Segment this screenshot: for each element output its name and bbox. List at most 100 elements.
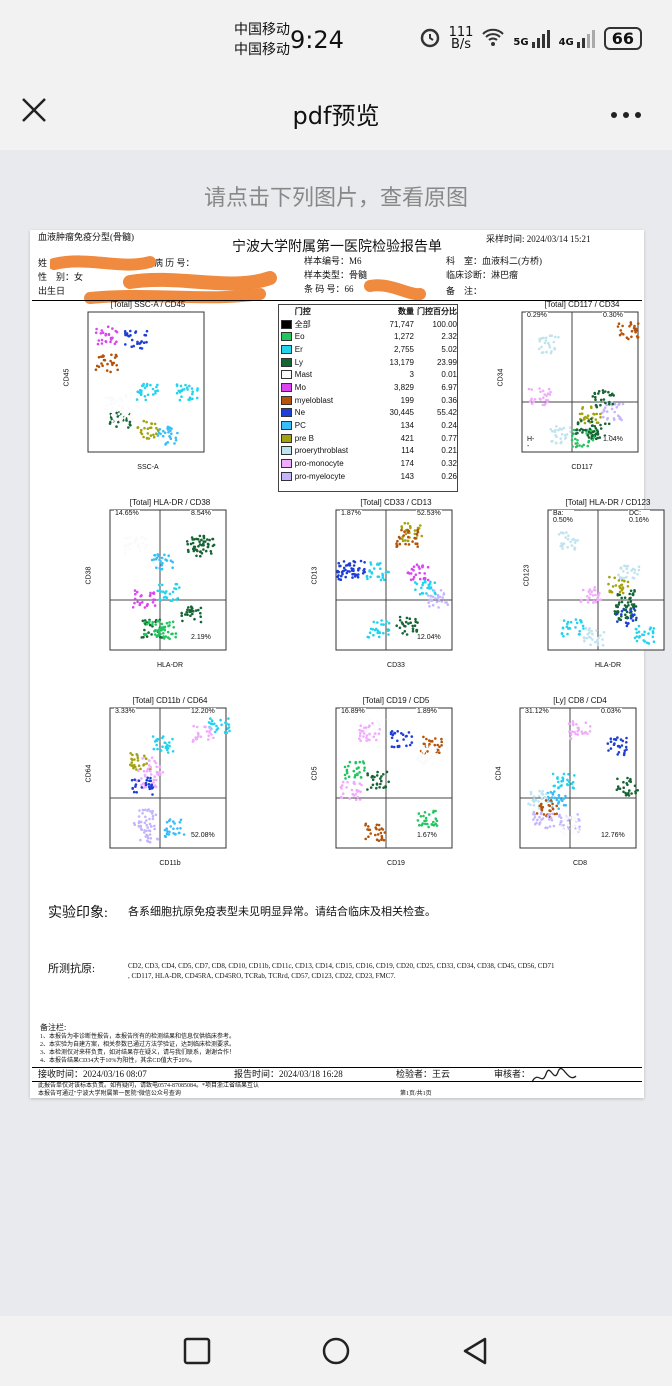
- event-dot: [128, 423, 132, 426]
- event-dot: [620, 609, 624, 613]
- event-dot: [537, 795, 541, 798]
- event-dot: [132, 420, 135, 423]
- alarm-icon: [419, 26, 441, 51]
- event-dot: [186, 613, 189, 616]
- back-button[interactable]: [460, 1336, 490, 1366]
- event-dot: [150, 784, 153, 787]
- event-dot: [135, 791, 138, 794]
- event-dot: [422, 742, 426, 746]
- close-button[interactable]: [20, 96, 48, 124]
- event-dot: [340, 574, 343, 578]
- event-dot: [120, 400, 124, 403]
- event-dot: [623, 579, 626, 583]
- event-dot: [199, 735, 203, 738]
- event-dot: [145, 622, 149, 626]
- event-dot: [175, 391, 179, 395]
- event-dot: [195, 396, 199, 400]
- event-dot: [379, 831, 383, 835]
- event-dot: [357, 567, 360, 571]
- event-dot: [601, 644, 605, 647]
- event-dot: [632, 603, 636, 606]
- event-dot: [617, 751, 621, 754]
- event-dot: [629, 616, 633, 620]
- event-dot: [134, 330, 138, 333]
- event-dot: [408, 617, 412, 620]
- event-dot: [617, 322, 621, 325]
- event-dot: [562, 619, 566, 622]
- event-dot: [368, 631, 372, 634]
- event-dot: [174, 436, 178, 440]
- event-dot: [145, 819, 148, 822]
- event-dot: [352, 769, 356, 773]
- event-dot: [414, 573, 418, 576]
- carrier-labels: 中国移动 中国移动: [234, 20, 290, 60]
- event-dot: [622, 786, 625, 789]
- event-dot: [562, 772, 566, 776]
- event-dot: [635, 335, 639, 338]
- event-dot: [606, 416, 609, 420]
- event-dot: [178, 820, 182, 824]
- event-dot: [426, 754, 430, 757]
- event-dot: [595, 405, 599, 409]
- event-dot: [619, 417, 622, 420]
- event-dot: [382, 623, 385, 626]
- event-dot: [148, 759, 151, 762]
- event-dot: [592, 412, 595, 416]
- event-dot: [145, 769, 149, 773]
- event-dot: [368, 718, 371, 722]
- event-dot: [352, 564, 356, 567]
- event-dot: [635, 639, 639, 643]
- event-dot: [557, 793, 561, 797]
- event-dot: [174, 438, 178, 442]
- header-rule: [32, 300, 642, 301]
- event-dot: [157, 554, 160, 558]
- event-dot: [553, 346, 556, 350]
- event-dot: [188, 384, 191, 388]
- event-dot: [565, 531, 568, 534]
- event-dot: [616, 620, 619, 623]
- gate-row: Mast 3 0.01: [279, 368, 457, 381]
- home-button[interactable]: [321, 1336, 351, 1366]
- more-button[interactable]: [610, 98, 642, 126]
- event-dot: [628, 789, 631, 792]
- event-dot: [564, 794, 567, 798]
- event-dot: [155, 778, 158, 782]
- event-dot: [163, 828, 167, 832]
- event-dot: [572, 786, 575, 790]
- event-dot: [383, 831, 387, 834]
- event-dot: [636, 573, 639, 576]
- event-dot: [132, 766, 135, 770]
- event-dot: [168, 744, 171, 748]
- event-dot: [130, 345, 133, 349]
- event-dot: [159, 749, 163, 752]
- event-dot: [110, 395, 114, 399]
- event-dot: [625, 736, 628, 740]
- event-dot: [554, 434, 557, 437]
- event-dot: [613, 402, 617, 406]
- report-page-image[interactable]: 血液肿瘤免疫分型(骨髓) 宁波大学附属第一医院检验报告单 采样时间: 2024/…: [30, 230, 665, 1098]
- event-dot: [111, 327, 114, 330]
- event-dot: [622, 790, 625, 794]
- event-dot: [545, 394, 548, 398]
- recents-button[interactable]: [182, 1336, 212, 1366]
- event-dot: [148, 623, 152, 627]
- event-dot: [599, 416, 602, 419]
- event-dot: [141, 535, 145, 538]
- event-dot: [625, 741, 628, 744]
- event-dot: [126, 536, 129, 540]
- event-dot: [153, 824, 156, 828]
- event-dot: [583, 421, 587, 425]
- event-dot: [585, 595, 589, 598]
- event-dot: [124, 543, 128, 547]
- event-dot: [396, 730, 399, 733]
- sample-no: 样本编号：M6: [304, 256, 362, 266]
- event-dot: [348, 562, 352, 565]
- event-dot: [590, 629, 593, 633]
- event-dot: [555, 425, 558, 428]
- event-dot: [612, 418, 616, 421]
- event-dot: [419, 815, 423, 818]
- event-dot: [136, 426, 139, 429]
- event-dot: [560, 440, 563, 444]
- event-dot: [422, 746, 425, 749]
- event-dot: [571, 445, 574, 448]
